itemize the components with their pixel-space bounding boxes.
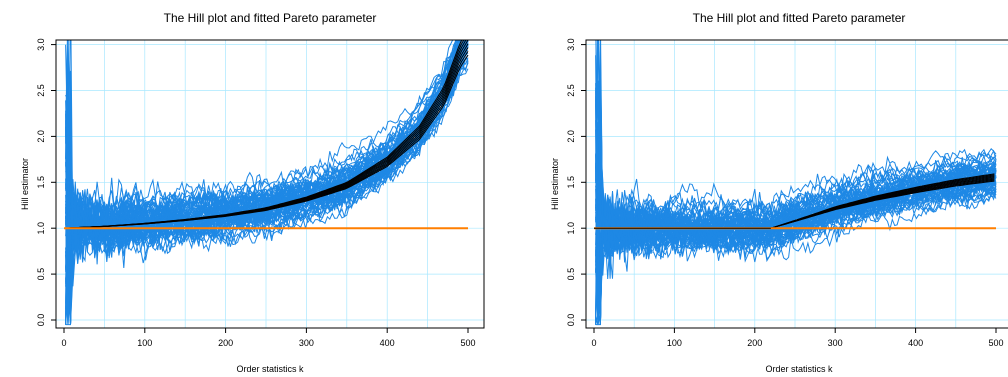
sample-path	[65, 40, 458, 325]
plot-frame	[55, 39, 485, 329]
y-tick-label: 1.5	[36, 176, 46, 189]
sample-path	[65, 40, 454, 243]
sample-path	[65, 40, 461, 325]
chart-title: The Hill plot and fitted Pareto paramete…	[164, 11, 377, 25]
y-axis-label: Hill estimator	[550, 158, 560, 210]
sample-path	[65, 40, 466, 319]
sample-paths	[595, 40, 997, 326]
sample-path	[65, 40, 468, 325]
x-tick-label: 200	[747, 338, 762, 348]
fitted-curve	[762, 173, 995, 229]
sample-path	[65, 42, 469, 304]
sample-path	[595, 72, 997, 325]
y-tick-label: 1.0	[566, 222, 576, 235]
sample-path	[595, 40, 997, 322]
y-tick-label: 0.0	[36, 314, 46, 327]
x-tick-label: 100	[137, 338, 152, 348]
y-tick-label: 3.0	[36, 38, 46, 51]
sample-path	[65, 57, 469, 261]
x-tick-label: 300	[828, 338, 843, 348]
sample-paths	[65, 40, 469, 326]
plot-frame	[585, 39, 1008, 329]
chart-title: The Hill plot and fitted Pareto paramete…	[693, 11, 906, 25]
y-tick-label: 0.5	[36, 268, 46, 281]
sample-path	[65, 40, 461, 310]
y-tick-label: 2.0	[36, 130, 46, 143]
sample-path	[65, 43, 469, 287]
sample-path	[65, 41, 469, 313]
x-tick-label: 400	[908, 338, 923, 348]
sample-path	[65, 40, 464, 325]
x-axis-label: Order statistics k	[765, 364, 833, 374]
y-tick-label: 1.0	[36, 222, 46, 235]
grid	[586, 40, 1008, 328]
sample-path	[65, 40, 459, 325]
x-tick-label: 0	[61, 338, 66, 348]
y-tick-label: 2.5	[566, 84, 576, 97]
sample-path	[65, 40, 461, 325]
sample-path	[595, 148, 997, 325]
sample-path	[65, 68, 469, 325]
sample-path	[65, 40, 469, 325]
sample-path	[65, 45, 469, 325]
x-tick-label: 100	[667, 338, 682, 348]
x-axis-label: Order statistics k	[236, 364, 304, 374]
fitted-curve	[63, 40, 463, 229]
chart-panel-2: 0 100 200 300 400 500 0.0 0.5 1.0 1.5 2.0 2.5 3.0 The…	[550, 11, 1008, 374]
y-tick-label: 2.5	[36, 84, 46, 97]
sample-path	[65, 40, 464, 325]
x-tick-label: 200	[218, 338, 233, 348]
y-tick-label: 1.5	[566, 176, 576, 189]
x-tick-label: 500	[988, 338, 1003, 348]
sample-path	[65, 40, 460, 325]
sample-path	[65, 52, 469, 325]
fitted-curves	[762, 173, 995, 229]
y-tick-label: 3.0	[566, 38, 576, 51]
fitted-curves	[63, 40, 469, 229]
sample-path	[65, 40, 469, 325]
sample-path	[65, 44, 469, 325]
sample-path	[65, 40, 467, 325]
chart-panel-1: 0 100 200 300 400 500 0.0 0.5 1.0 1.5 2.0 2.5 3.0 The…	[20, 11, 485, 374]
y-axis-label: Hill estimator	[20, 158, 30, 210]
sample-path	[65, 60, 469, 287]
sample-path	[65, 40, 460, 325]
sample-path	[65, 44, 469, 326]
y-tick-label: 0.0	[566, 314, 576, 327]
sample-path	[65, 40, 468, 315]
sample-path	[65, 47, 469, 321]
sample-path	[595, 64, 997, 325]
x-tick-label: 300	[299, 338, 314, 348]
sample-path	[65, 40, 469, 325]
sample-path	[595, 110, 997, 252]
x-tick-label: 500	[460, 338, 475, 348]
sample-path	[595, 116, 997, 325]
sample-path	[595, 174, 997, 276]
sample-path	[65, 40, 464, 325]
x-tick-label: 400	[380, 338, 395, 348]
y-tick-label: 2.0	[566, 130, 576, 143]
x-tick-label: 0	[591, 338, 596, 348]
sample-path	[65, 47, 469, 287]
y-tick-label: 0.5	[566, 268, 576, 281]
